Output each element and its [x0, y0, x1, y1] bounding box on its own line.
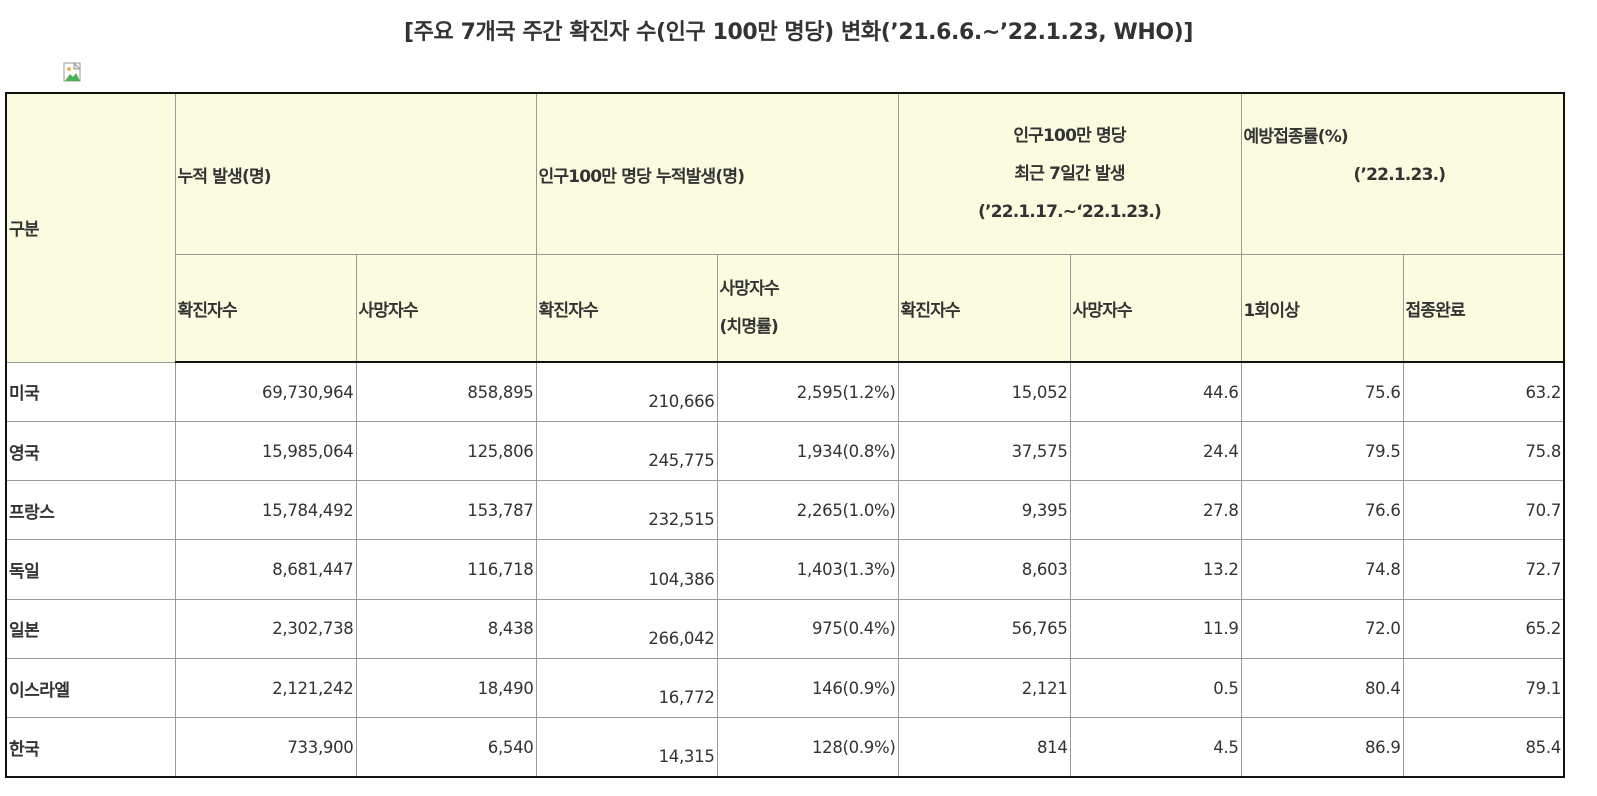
header-recent-line1: 인구100만 명당	[1013, 126, 1126, 147]
vac-first-cell: 74.8	[1240, 539, 1404, 600]
header-vaccination-line1: 예방접종률(%)	[1243, 127, 1349, 147]
wk-cases-cell: 9,395	[897, 480, 1071, 541]
wk-cases-cell: 15,052	[897, 361, 1071, 422]
vac-full-cell: 79.1	[1402, 657, 1565, 719]
broken-image-icon	[63, 62, 82, 82]
cum-deaths-cell: 125,806	[355, 420, 537, 482]
header-row-sub: 확진자수 사망자수 확진자수 사망자수 (치명률) 확진자수 사망자수 1회이상…	[6, 254, 1565, 364]
wk-cases-cell: 37,575	[897, 420, 1071, 482]
page-title: [주요 7개국 주간 확진자 수(인구 100만 명당) 변화(’21.6.6.…	[404, 20, 1193, 45]
header-pm-deaths: 사망자수 (치명률)	[716, 254, 899, 364]
table-row: 미국 69,730,964 858,895 210,666 2,595(1.2%…	[5, 361, 1565, 422]
wk-deaths-cell: 4.5	[1069, 717, 1242, 778]
vac-first-cell: 75.6	[1240, 361, 1404, 422]
pm-deaths-cell: 146(0.9%)	[716, 657, 899, 719]
pm-cases-cell: 210,666	[535, 361, 718, 422]
table-row: 영국 15,985,064 125,806 245,775 1,934(0.8%…	[5, 420, 1565, 482]
wk-deaths-cell: 44.6	[1069, 361, 1242, 422]
cum-deaths-cell: 8,438	[355, 598, 537, 659]
covid-stats-table: 구분 누적 발생(명) 인구100만 명당 누적발생(명) 인구100만 명당 …	[5, 92, 1566, 778]
table-row: 이스라엘 2,121,242 18,490 16,772 146(0.9%) 2…	[5, 657, 1565, 719]
vac-first-cell: 79.5	[1240, 420, 1404, 482]
country-cell: 프랑스	[5, 480, 176, 541]
vac-full-cell: 75.8	[1402, 420, 1565, 482]
cum-deaths-cell: 6,540	[355, 717, 537, 778]
vac-full-cell: 65.2	[1402, 598, 1565, 659]
table-row: 독일 8,681,447 116,718 104,386 1,403(1.3%)…	[5, 539, 1565, 600]
vac-first-cell: 76.6	[1240, 480, 1404, 541]
pm-deaths-cell: 975(0.4%)	[716, 598, 899, 659]
header-wk-cases: 확진자수	[897, 254, 1071, 364]
header-recent-line2: 최근 7일간 발생	[1014, 164, 1125, 185]
cum-deaths-cell: 18,490	[355, 657, 537, 719]
cum-cases-cell: 2,121,242	[174, 657, 357, 719]
pm-cases-cell: 14,315	[535, 717, 718, 778]
cum-cases-cell: 733,900	[174, 717, 357, 778]
table-row: 프랑스 15,784,492 153,787 232,515 2,265(1.0…	[5, 480, 1565, 541]
vac-first-cell: 86.9	[1240, 717, 1404, 778]
pm-deaths-cell: 1,934(0.8%)	[716, 420, 899, 482]
cum-cases-cell: 2,302,738	[174, 598, 357, 659]
country-cell: 한국	[5, 717, 176, 778]
header-recent-7days: 인구100만 명당 최근 7일간 발생 (’22.1.17.~‘22.1.23.…	[897, 92, 1242, 256]
cum-deaths-cell: 116,718	[355, 539, 537, 600]
header-cum-deaths: 사망자수	[355, 254, 537, 364]
vac-full-cell: 70.7	[1402, 480, 1565, 541]
pm-cases-cell: 232,515	[535, 480, 718, 541]
table-row: 한국 733,900 6,540 14,315 128(0.9%) 814 4.…	[5, 717, 1565, 778]
cum-cases-cell: 15,784,492	[174, 480, 357, 541]
header-per-million-cumulative: 인구100만 명당 누적발생(명)	[535, 92, 899, 256]
pm-cases-cell: 16,772	[535, 657, 718, 719]
pm-cases-cell: 266,042	[535, 598, 718, 659]
header-vaccination-line2: (’22.1.23.)	[1353, 165, 1447, 185]
wk-deaths-cell: 0.5	[1069, 657, 1242, 719]
header-row-group: 구분 누적 발생(명) 인구100만 명당 누적발생(명) 인구100만 명당 …	[5, 92, 1565, 363]
wk-cases-cell: 8,603	[897, 539, 1071, 600]
vac-first-cell: 72.0	[1240, 598, 1404, 659]
wk-deaths-cell: 11.9	[1069, 598, 1242, 659]
pm-deaths-cell: 1,403(1.3%)	[716, 539, 899, 600]
pm-deaths-cell: 128(0.9%)	[716, 717, 899, 778]
vac-full-cell: 63.2	[1402, 361, 1565, 422]
cum-deaths-cell: 153,787	[355, 480, 537, 541]
vac-first-cell: 80.4	[1240, 657, 1404, 719]
pm-cases-cell: 104,386	[535, 539, 718, 600]
header-cum-cases: 확진자수	[174, 254, 357, 364]
pm-deaths-cell: 2,265(1.0%)	[716, 480, 899, 541]
vac-full-cell: 85.4	[1402, 717, 1565, 778]
header-pm-deaths-line1: 사망자수	[719, 279, 780, 300]
cum-cases-cell: 15,985,064	[174, 420, 357, 482]
wk-deaths-cell: 24.4	[1069, 420, 1242, 482]
wk-cases-cell: 814	[897, 717, 1071, 778]
header-vaccination: 예방접종률(%) (’22.1.23.)	[1240, 92, 1565, 256]
header-vac-full: 접종완료	[1402, 254, 1565, 364]
wk-deaths-cell: 27.8	[1069, 480, 1242, 541]
country-cell: 미국	[5, 361, 176, 422]
header-category: 구분	[5, 92, 176, 363]
cum-cases-cell: 8,681,447	[174, 539, 357, 600]
pm-deaths-cell: 2,595(1.2%)	[716, 361, 899, 422]
cum-deaths-cell: 858,895	[355, 361, 537, 422]
header-pm-deaths-line2: (치명률)	[719, 317, 779, 338]
header-vac-first: 1회이상	[1240, 254, 1404, 364]
country-cell: 영국	[5, 420, 176, 482]
header-pm-cases: 확진자수	[535, 254, 718, 364]
header-recent-line3: (’22.1.17.~‘22.1.23.)	[978, 202, 1162, 223]
pm-cases-cell: 245,775	[535, 420, 718, 482]
wk-deaths-cell: 13.2	[1069, 539, 1242, 600]
country-cell: 일본	[5, 598, 176, 659]
wk-cases-cell: 56,765	[897, 598, 1071, 659]
header-wk-deaths: 사망자수	[1069, 254, 1242, 364]
cum-cases-cell: 69,730,964	[174, 361, 357, 422]
wk-cases-cell: 2,121	[897, 657, 1071, 719]
header-cumulative: 누적 발생(명)	[174, 92, 537, 256]
country-cell: 독일	[5, 539, 176, 600]
country-cell: 이스라엘	[5, 657, 176, 719]
vac-full-cell: 72.7	[1402, 539, 1565, 600]
table-row: 일본 2,302,738 8,438 266,042 975(0.4%) 56,…	[5, 598, 1565, 659]
